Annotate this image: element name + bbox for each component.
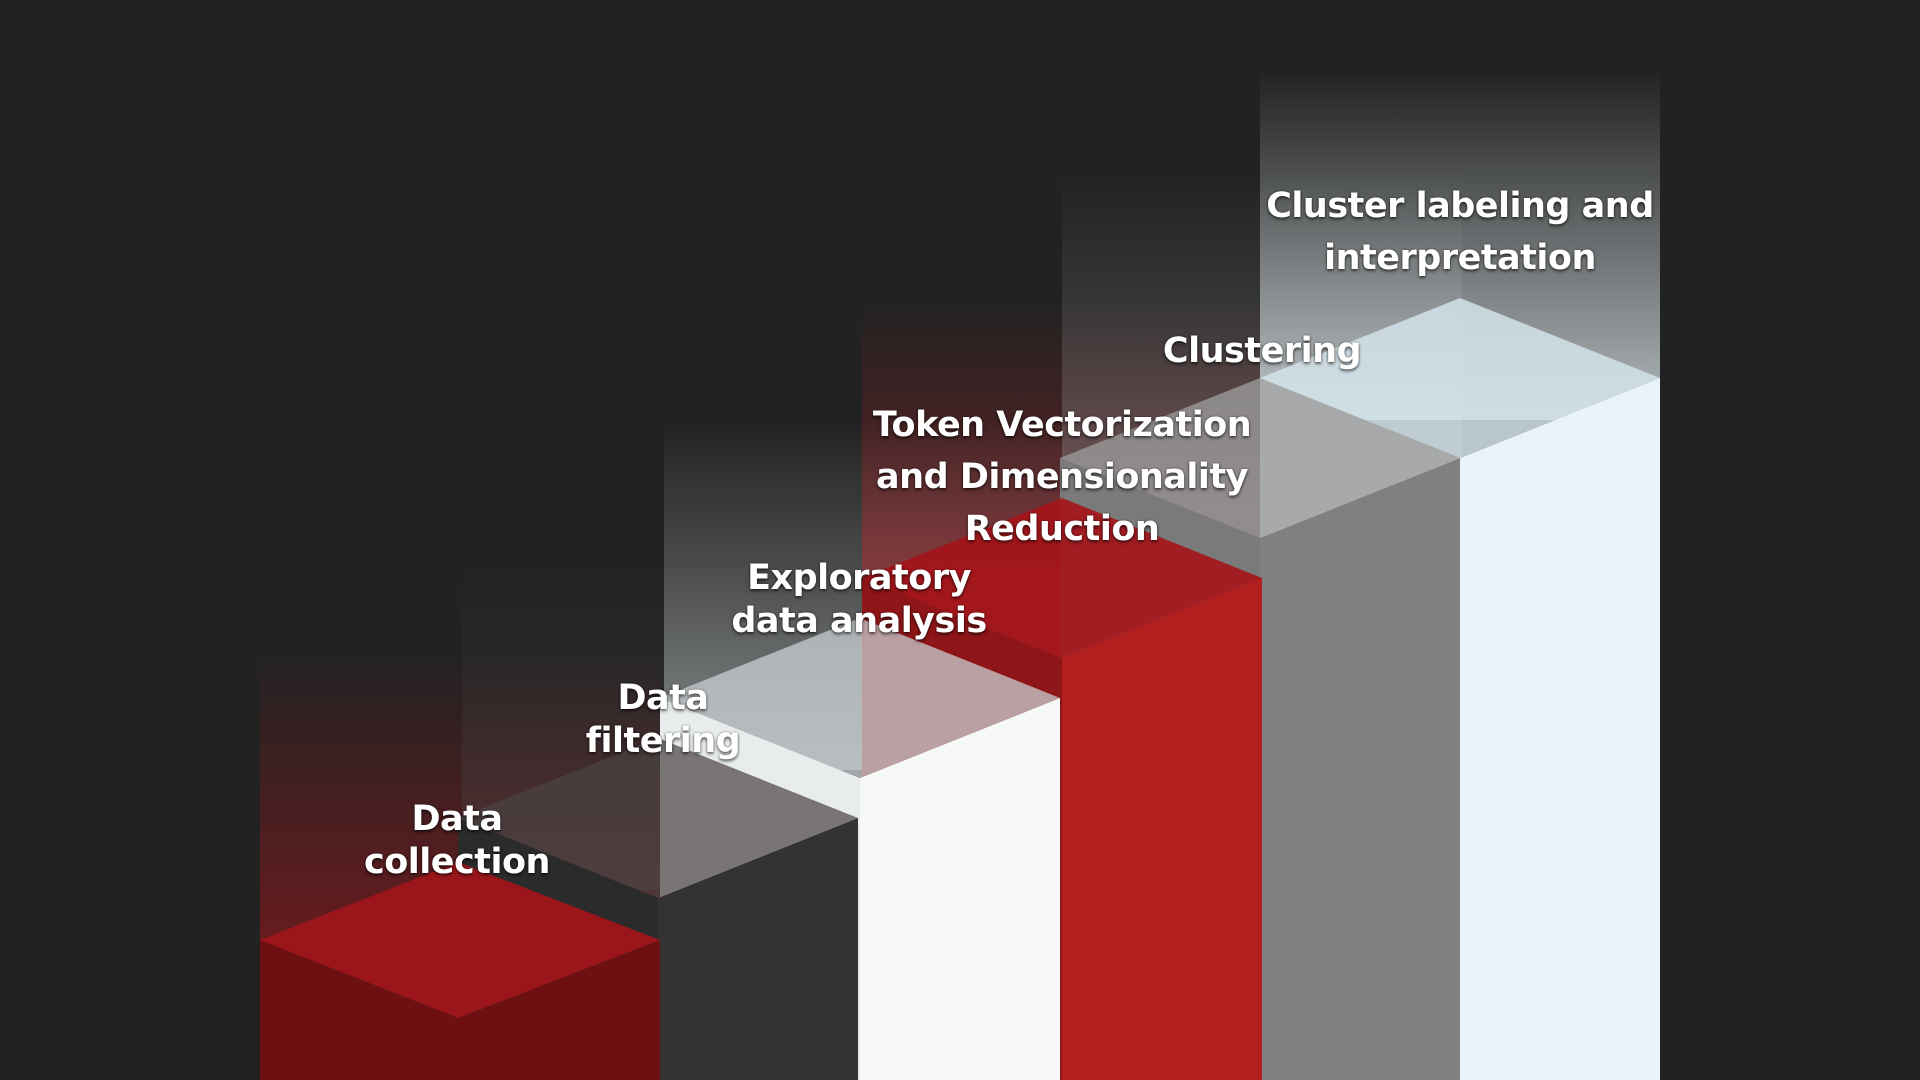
column-data-collection — [260, 862, 660, 1080]
label-line: and Dimensionality — [876, 457, 1248, 497]
label-line: Clustering — [1162, 331, 1362, 371]
step-label-token-vectorization: Token Vectorization and Dimensionality R… — [872, 399, 1252, 555]
label-line: data analysis — [731, 601, 987, 641]
label-line: Exploratory — [747, 558, 971, 598]
label-line: collection — [364, 842, 550, 882]
label-line: Cluster labeling and — [1266, 186, 1654, 226]
label-line: Data — [411, 799, 503, 839]
step-label-cluster-labeling: Cluster labeling and interpretation — [1266, 180, 1654, 284]
step-label-data-filtering: Data filtering — [585, 677, 741, 763]
label-line: Data — [617, 678, 709, 718]
label-line: filtering — [585, 721, 741, 761]
step-label-data-collection: Data collection — [364, 798, 550, 884]
label-line: Reduction — [964, 509, 1160, 549]
label-line: Token Vectorization — [872, 405, 1252, 445]
step-label-exploratory-data-analysis: Exploratory data analysis — [731, 557, 987, 643]
label-line: interpretation — [1324, 238, 1596, 278]
step-label-clustering: Clustering — [1162, 330, 1362, 373]
